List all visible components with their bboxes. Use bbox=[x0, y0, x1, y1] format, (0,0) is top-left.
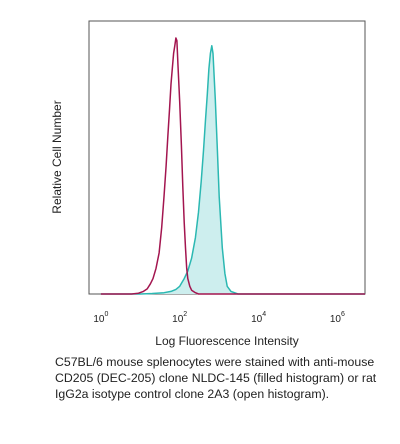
x-tick-labels: 100 102 104 106 bbox=[93, 311, 345, 325]
plot-frame bbox=[88, 20, 366, 295]
series-cd205-line bbox=[100, 44, 365, 295]
x-tick-label-3: 106 bbox=[330, 311, 345, 325]
figure-caption: C57BL/6 mouse splenocytes were stained w… bbox=[55, 355, 377, 401]
series-isotype-line bbox=[100, 37, 365, 295]
x-tick-label-2: 104 bbox=[251, 311, 266, 325]
series-cd205-fill bbox=[100, 45, 366, 295]
histogram-chart: 100 102 104 106 Log Fluorescence Intensity … bbox=[50, 20, 366, 348]
x-tick-label-0: 100 bbox=[93, 311, 108, 325]
x-axis-label: Log Fluorescence Intensity bbox=[155, 334, 298, 348]
plot-area bbox=[88, 20, 366, 295]
y-axis-label: Relative Cell Number bbox=[50, 100, 64, 213]
x-tick-label-1: 102 bbox=[172, 311, 187, 325]
series-layer bbox=[100, 37, 366, 295]
